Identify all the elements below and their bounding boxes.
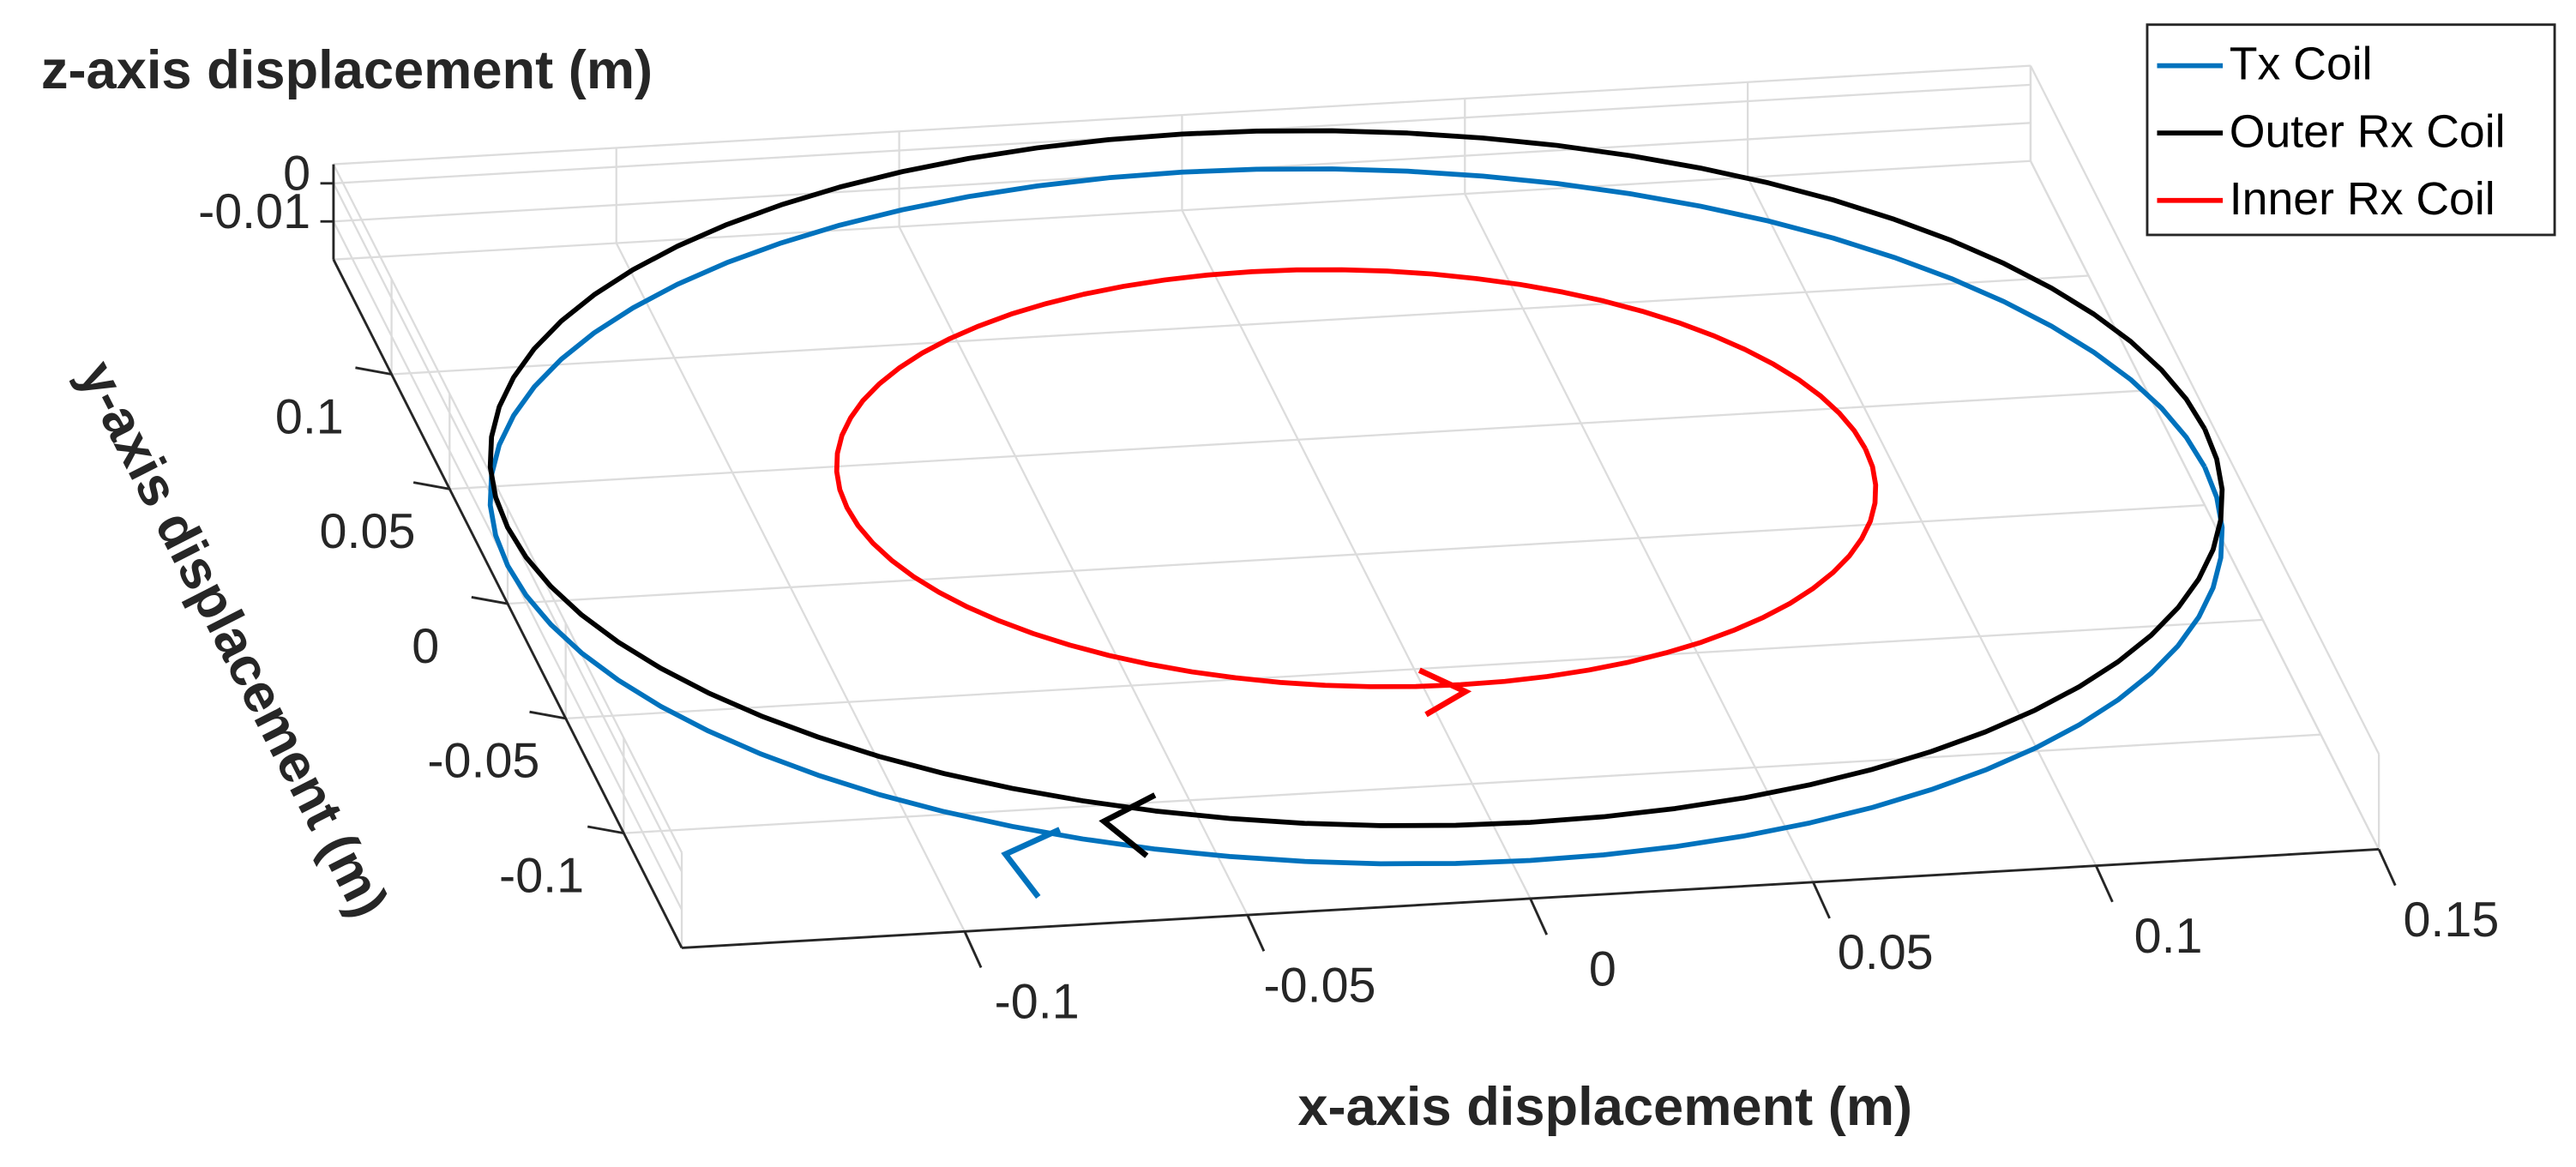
y-grid-line xyxy=(390,274,2089,376)
z-tick-label: -0.01 xyxy=(198,184,310,239)
x-grid-line xyxy=(1746,81,2098,867)
legend-label: Inner Rx Coil xyxy=(2230,173,2495,225)
legend-label: Tx Coil xyxy=(2230,39,2373,90)
legend: Tx Coil Outer Rx Coil Inner Rx Coil xyxy=(2146,23,2556,237)
y-axis-title: y-axis displacement (m) xyxy=(67,352,400,926)
y-grid-line xyxy=(564,618,2263,720)
y-tick xyxy=(471,595,509,605)
coil xyxy=(487,166,2225,867)
x-tick xyxy=(1529,898,1549,935)
box-edge xyxy=(2029,65,2380,755)
inner-rx-arrow xyxy=(1417,667,1472,718)
direction-arrows xyxy=(1001,667,1472,899)
ticks: -0.1 -0.05 0 0.05 0.1 0.15 -0.1 -0.05 0 0.05 0.1 -0… xyxy=(198,146,2499,1029)
coil xyxy=(834,267,1879,689)
x-tick xyxy=(1812,881,1831,919)
x-tick-label: 0 xyxy=(1589,941,1616,996)
y-tick-label: -0.05 xyxy=(427,734,539,789)
grid xyxy=(332,64,2380,948)
x-grid-line xyxy=(615,147,966,932)
tx-arrow xyxy=(1001,827,1062,899)
z-axis-title: z-axis displacement (m) xyxy=(41,40,653,100)
x-tick xyxy=(2094,865,2114,903)
y-grid-line xyxy=(448,389,2147,490)
x-grid-line xyxy=(1181,115,1532,899)
y-tick xyxy=(412,481,450,490)
y-tick-label: 0 xyxy=(412,619,439,674)
curves xyxy=(487,128,2225,867)
x-tick xyxy=(963,930,983,969)
x-tick-label: -0.05 xyxy=(1264,959,1376,1014)
coil xyxy=(487,128,2225,828)
x-tick-label: 0.05 xyxy=(1838,925,1934,980)
y-tick-label: -0.1 xyxy=(499,848,584,903)
x-tick xyxy=(1246,914,1266,952)
y-tick xyxy=(587,825,624,835)
y-tick xyxy=(355,366,392,376)
x-tick xyxy=(2377,848,2397,887)
x-grid-line xyxy=(1464,98,1815,883)
x-axis-title: x-axis displacement (m) xyxy=(1297,1077,1912,1137)
y-tick-label: 0.1 xyxy=(275,389,344,444)
x-tick-label: -0.1 xyxy=(995,975,1080,1030)
x-tick-label: 0.15 xyxy=(2403,893,2499,947)
y-grid-line xyxy=(506,503,2206,605)
z-tick-label: 0 xyxy=(283,146,310,201)
x-tick-label: 0.1 xyxy=(2134,909,2203,964)
outer-rx-arrow xyxy=(1098,792,1157,858)
legend-label: Outer Rx Coil xyxy=(2230,105,2506,157)
y-grid-line xyxy=(623,733,2321,834)
y-tick xyxy=(529,710,566,720)
y-tick-label: 0.05 xyxy=(320,504,416,559)
